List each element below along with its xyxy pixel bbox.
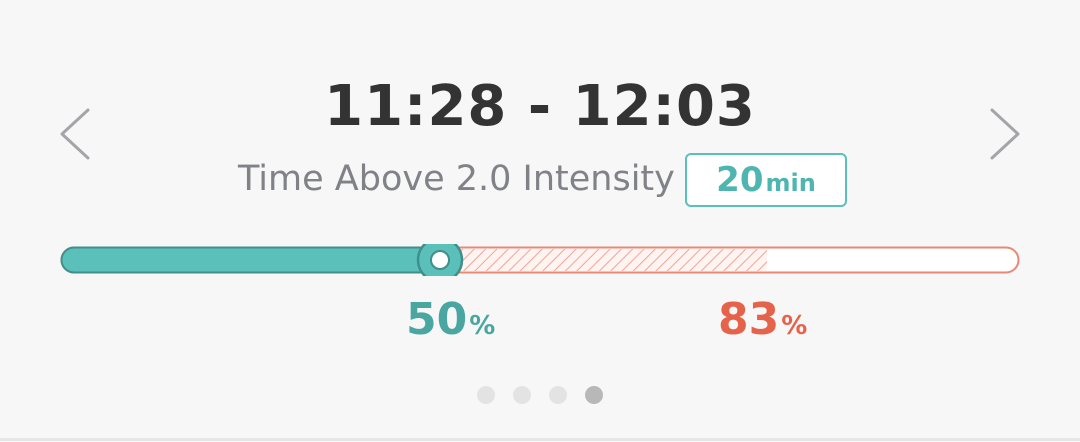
page-dot[interactable]	[549, 386, 567, 404]
intensity-progress-bar	[60, 244, 1020, 276]
metric-value: 20	[716, 160, 764, 200]
target-percent-unit: %	[781, 311, 808, 341]
metric-row: Time Above 2.0 Intensity 20min	[0, 152, 1080, 208]
target-percent: 83%	[718, 290, 807, 359]
chevron-left-icon	[60, 108, 90, 160]
page-dot[interactable]	[477, 386, 495, 404]
progress-target-fill	[440, 249, 767, 271]
metric-unit: min	[765, 169, 816, 197]
current-percent: 50%	[406, 290, 495, 359]
page-dot[interactable]	[513, 386, 531, 404]
previous-button[interactable]	[46, 94, 106, 174]
metric-value-badge: 20min	[685, 153, 847, 207]
current-percent-unit: %	[469, 311, 496, 341]
time-range-title: 11:28 - 12:03	[324, 74, 756, 139]
progress-current-fill	[60, 246, 443, 274]
current-percent-value: 50	[406, 294, 468, 345]
page-dot[interactable]	[585, 386, 603, 404]
next-button[interactable]	[974, 94, 1034, 174]
chevron-right-icon	[990, 108, 1020, 160]
metric-label: Time Above 2.0 Intensity	[238, 159, 675, 199]
target-percent-value: 83	[718, 294, 780, 345]
page-indicator	[477, 386, 603, 406]
progress-thumb[interactable]	[416, 244, 464, 276]
